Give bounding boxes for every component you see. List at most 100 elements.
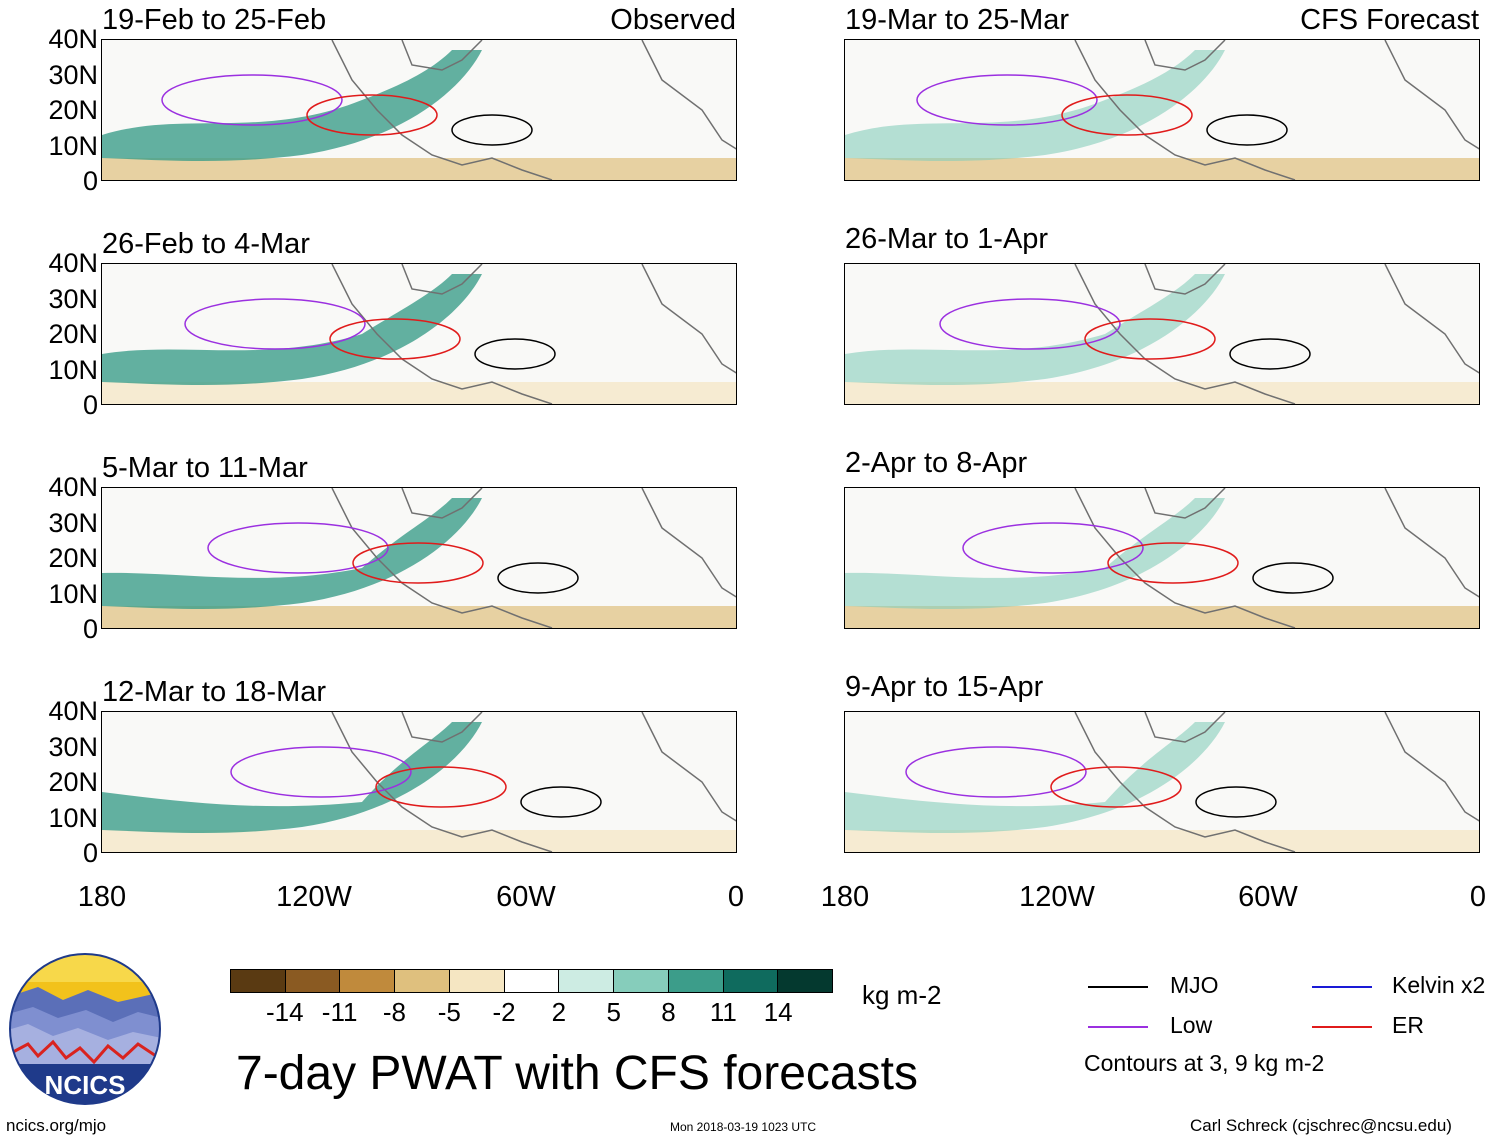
legend-note: Contours at 3, 9 kg m-2	[1084, 1050, 1325, 1076]
colorbar-swatch-4	[449, 970, 505, 992]
lat-label-4-0: 40N	[48, 696, 98, 726]
legend-line-kelvin	[1312, 986, 1372, 988]
lat-label-4-3: 10N	[48, 802, 98, 833]
lon-label-0-right: 0	[1469, 881, 1487, 913]
logo-text: NCICS	[45, 1070, 126, 1100]
lon-label-60w-left: 60W	[496, 881, 556, 913]
lat-label-3-4: 0	[82, 614, 98, 644]
contour-er	[352, 542, 484, 584]
coastline	[331, 40, 736, 180]
colorbar-swatch-6	[559, 970, 615, 992]
colorbar-tick-0: -14	[266, 997, 304, 1027]
contour-er	[1050, 766, 1182, 808]
lat-label-1-1: 30N	[48, 59, 98, 90]
contour-er	[1084, 318, 1216, 360]
contour-er	[1107, 542, 1239, 584]
panel-title-8: 9-Apr to 15-Apr	[845, 671, 1044, 703]
lon-label-180-right: 180	[820, 881, 870, 913]
moisture-plume	[845, 722, 1225, 834]
contour-low	[230, 746, 412, 798]
legend-line-mjo	[1088, 986, 1148, 988]
map-field-1	[102, 40, 736, 180]
legend-line-er	[1312, 1026, 1372, 1028]
map-panel-1	[101, 39, 737, 181]
colorbar-tick-9: 14	[763, 997, 793, 1027]
lat-label-4-1: 30N	[48, 731, 98, 762]
colorbar-tick-8: 11	[709, 997, 737, 1027]
panel-title-7: 2-Apr to 8-Apr	[845, 447, 1028, 479]
map-field-4	[102, 712, 736, 852]
coastline	[331, 264, 736, 404]
map-field-8	[845, 712, 1479, 852]
moisture-plume	[845, 274, 1225, 386]
map-panel-8	[844, 711, 1480, 853]
map-field-2	[102, 264, 736, 404]
colorbar-tick-4: -2	[492, 997, 516, 1027]
equatorial-band	[102, 830, 736, 852]
map-panel-2	[101, 263, 737, 405]
lat-label-4-4: 0	[82, 838, 98, 868]
equatorial-band	[102, 382, 736, 404]
legend-line-low	[1088, 1026, 1148, 1028]
panel-title-3: 5-Mar to 11-Mar	[102, 452, 308, 484]
lon-label-120w-left: 120W	[276, 881, 352, 913]
footer-credit: Carl Schreck (cjschrec@ncsu.edu)	[1190, 1116, 1452, 1135]
contour-low	[962, 522, 1144, 574]
colorbar-tick-7: 8	[661, 997, 676, 1027]
contour-mjo	[497, 562, 579, 594]
equatorial-band	[845, 382, 1479, 404]
coastline	[1074, 40, 1479, 180]
lon-label-120w-right: 120W	[1019, 881, 1095, 913]
moisture-plume	[845, 50, 1225, 162]
contour-mjo	[1206, 114, 1288, 146]
contour-er	[1061, 94, 1193, 136]
colorbar-swatch-2	[340, 970, 396, 992]
moisture-plume	[102, 50, 482, 162]
lat-label-2-4: 0	[82, 390, 98, 420]
panel-title-2: 26-Feb to 4-Mar	[102, 228, 310, 260]
contour-mjo	[520, 786, 602, 818]
contour-low	[161, 74, 343, 126]
contour-low	[916, 74, 1098, 126]
equatorial-band	[845, 606, 1479, 628]
panel-tag-observed: Observed	[610, 4, 736, 36]
colorbar-tick-3: -5	[437, 997, 461, 1027]
moisture-plume	[102, 274, 482, 386]
colorbar-tick-1: -11	[321, 997, 358, 1027]
panel-title-6: 26-Mar to 1-Apr	[845, 223, 1049, 255]
lat-label-1-4: 0	[82, 166, 98, 196]
contour-mjo	[1229, 338, 1311, 370]
panel-title-1: 19-Feb to 25-Feb	[102, 4, 327, 36]
contour-low	[939, 298, 1121, 350]
panel-title-5: 19-Mar to 25-Mar	[845, 4, 1070, 36]
legend-label-er: ER	[1392, 1012, 1424, 1038]
contour-low	[207, 522, 389, 574]
lat-label-1-3: 10N	[48, 130, 98, 161]
coastline	[331, 488, 736, 628]
equatorial-band	[845, 830, 1479, 852]
legend-label-mjo: MJO	[1170, 972, 1219, 998]
main-title: 7-day PWAT with CFS forecasts	[236, 1047, 918, 1100]
map-panel-7	[844, 487, 1480, 629]
colorbar-tick-5: 2	[551, 997, 567, 1027]
equatorial-band	[102, 606, 736, 628]
panel-title-4: 12-Mar to 18-Mar	[102, 676, 327, 708]
map-field-7	[845, 488, 1479, 628]
lat-label-2-1: 30N	[48, 283, 98, 314]
lat-label-2-2: 20N	[48, 319, 98, 349]
colorbar-unit: kg m-2	[862, 980, 942, 1010]
ncics-logo: NCICS	[9, 953, 161, 1105]
colorbar-swatch-3	[395, 970, 450, 992]
coastline	[1074, 488, 1479, 628]
map-field-5	[845, 40, 1479, 180]
lat-label-4-2: 20N	[48, 767, 98, 797]
coastline	[1074, 264, 1479, 404]
colorbar-swatch-5	[504, 970, 560, 992]
map-panel-4	[101, 711, 737, 853]
equatorial-band	[102, 158, 736, 180]
contour-mjo	[1252, 562, 1334, 594]
lat-label-3-0: 40N	[48, 472, 98, 502]
map-panel-5	[844, 39, 1480, 181]
map-panel-3	[101, 487, 737, 629]
colorbar-tick-2: -8	[382, 997, 407, 1027]
